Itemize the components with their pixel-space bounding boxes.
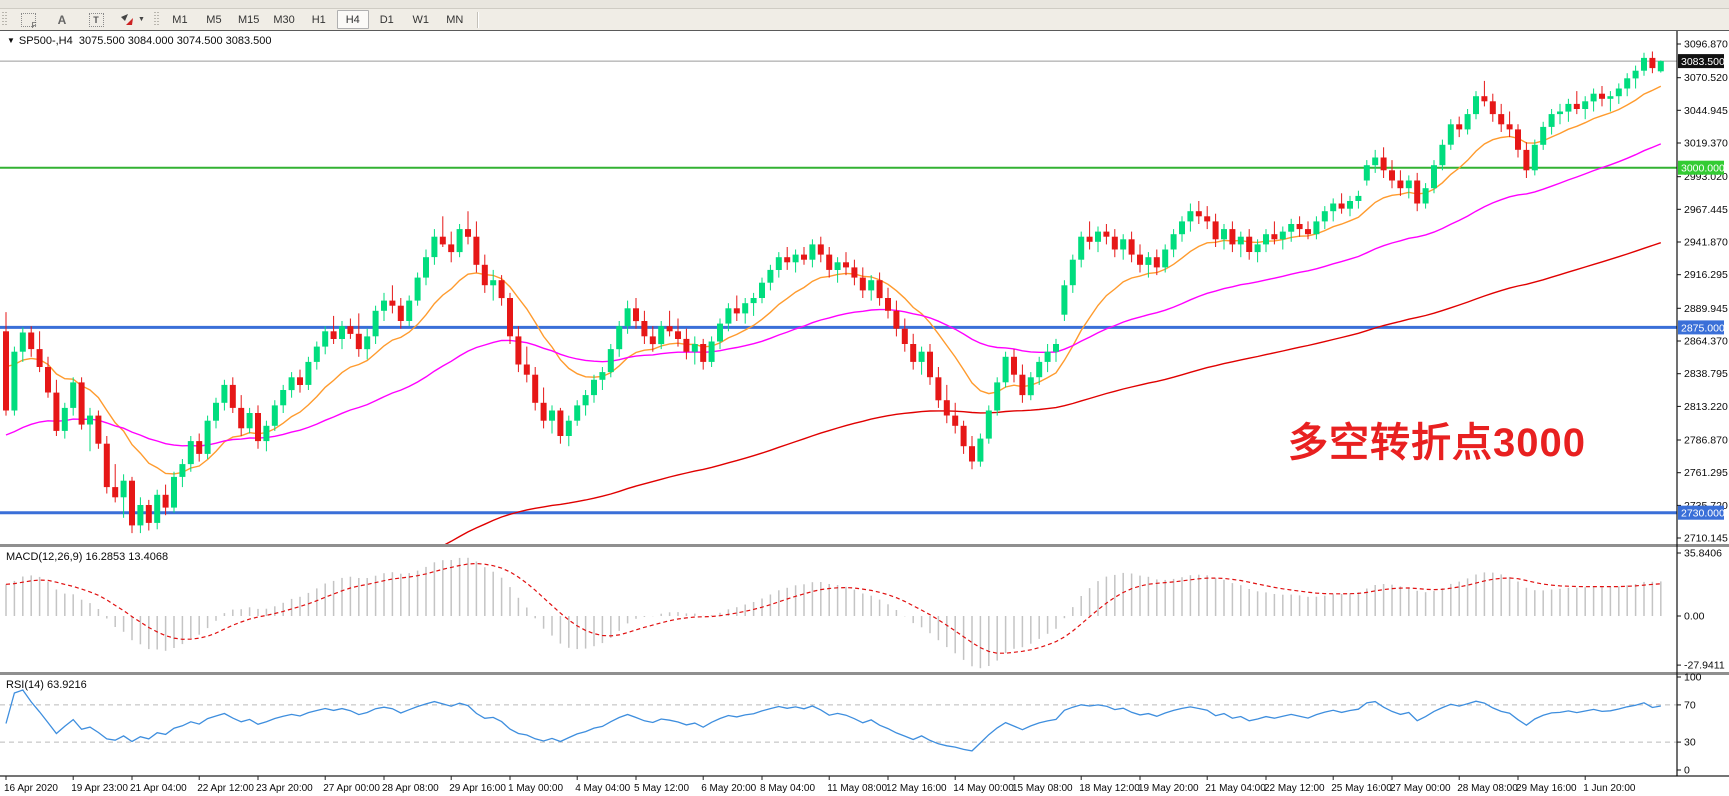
svg-text:100: 100 [1684,672,1702,684]
cropped-upper-toolbar [0,0,1729,9]
svg-text:2875.000: 2875.000 [1681,322,1725,334]
chart-menu-caret-icon[interactable]: ▼ [7,36,15,45]
svg-text:15 May 08:00: 15 May 08:00 [1012,783,1073,794]
svg-text:18 May 12:00: 18 May 12:00 [1079,783,1140,794]
macd-indicator-label: MACD(12,26,9) 16.2853 13.4068 [6,551,169,563]
svg-text:3019.370: 3019.370 [1684,138,1728,150]
svg-text:35.8406: 35.8406 [1684,548,1722,560]
timeframe-button-h1[interactable]: H1 [311,13,326,26]
svg-text:4 May 04:00: 4 May 04:00 [575,783,630,794]
macd-pane[interactable] [5,557,1662,669]
svg-text:2730.000: 2730.000 [1681,508,1725,520]
svg-text:19 Apr 23:00: 19 Apr 23:00 [71,783,128,794]
timeframe-button-m30[interactable]: M30 [273,13,295,26]
svg-text:14 May 00:00: 14 May 00:00 [953,783,1014,794]
svg-text:1 May 00:00: 1 May 00:00 [508,783,563,794]
svg-text:21 May 04:00: 21 May 04:00 [1205,783,1266,794]
timeframe-button-group: M1 M5 M15 M30 H1 H4 D1 W1 MN [163,10,472,29]
svg-text:3083.500: 3083.500 [1681,56,1725,68]
chart-window[interactable]: 3096.870 3070.520 3044.945 3019.370 2993.020… [0,30,1729,796]
dropdown-caret-icon: ▼ [138,16,145,23]
toolbar-grip[interactable] [2,12,7,27]
svg-text:2761.295: 2761.295 [1684,467,1728,479]
svg-text:27 May 00:00: 27 May 00:00 [1390,783,1451,794]
svg-text:2889.945: 2889.945 [1684,303,1728,315]
toolbar-separator [476,11,478,28]
svg-text:2967.445: 2967.445 [1684,204,1728,216]
chart-svg[interactable]: 3096.8703070.5203044.9453019.3702993.020… [0,31,1729,796]
svg-text:19 May 20:00: 19 May 20:00 [1138,783,1199,794]
svg-text:3000.000: 3000.000 [1681,163,1725,175]
timeframe-button-m15[interactable]: M15 [237,13,260,26]
price-scale[interactable]: 3096.8703070.5203044.9453019.3702993.020… [1676,31,1728,777]
toolbar-grip-2[interactable] [153,12,159,27]
price-badge [1678,160,1724,175]
svg-text:21 Apr 04:00: 21 Apr 04:00 [130,783,187,794]
price-badge [1678,505,1724,520]
svg-text:22 May 12:00: 22 May 12:00 [1264,783,1325,794]
svg-text:0: 0 [1684,765,1690,777]
timeframe-button-h4[interactable]: H4 [336,10,369,29]
arrow-objects-button[interactable]: ▼ [114,10,151,29]
svg-text:2786.870: 2786.870 [1684,435,1728,447]
text-label-button[interactable]: A [46,10,78,29]
svg-text:5 May 12:00: 5 May 12:00 [634,783,689,794]
price-pane[interactable] [0,51,1677,751]
text-box-button[interactable]: T [80,10,112,29]
template-f-button[interactable]: F [12,10,44,30]
svg-text:6 May 20:00: 6 May 20:00 [701,783,756,794]
pane-divider[interactable] [0,544,1729,547]
chart-title-text: SP500-,H4 3075.500 3084.000 3074.500 308… [18,35,272,47]
pane-divider-2[interactable] [0,672,1729,675]
svg-text:2941.870: 2941.870 [1684,237,1728,249]
svg-text:1 Jun 20:00: 1 Jun 20:00 [1583,783,1636,794]
time-scale[interactable]: 16 Apr 2020 19 Apr 23:00 21 Apr 04:00 22 Ap… [4,776,1636,794]
svg-text:3044.945: 3044.945 [1684,105,1728,117]
timeframe-button-m1[interactable]: M1 [172,13,188,26]
svg-text:28 May 08:00: 28 May 08:00 [1457,783,1518,794]
svg-text:28 Apr 08:00: 28 Apr 08:00 [382,783,439,794]
svg-text:25 May 16:00: 25 May 16:00 [1331,783,1392,794]
svg-text:2864.370: 2864.370 [1684,336,1728,348]
text-box-icon: T [88,12,104,27]
timeframe-button-m5[interactable]: M5 [206,13,222,26]
svg-text:3096.870: 3096.870 [1684,39,1728,51]
svg-text:-27.9411: -27.9411 [1684,660,1725,672]
template-f-icon: F [20,12,37,30]
timeframe-button-d1[interactable]: D1 [379,13,394,26]
svg-text:3070.520: 3070.520 [1684,72,1728,84]
svg-text:30: 30 [1684,737,1696,749]
arrow-objects-icon [121,14,133,25]
chart-canvas[interactable]: 3096.870 3070.520 3044.945 3019.370 2993.020… [0,31,1729,796]
svg-text:8 May 04:00: 8 May 04:00 [760,783,815,794]
timeframe-button-w1[interactable]: W1 [412,13,430,26]
text-label-icon: A [57,12,67,27]
svg-text:2916.295: 2916.295 [1684,269,1728,281]
price-badge [1678,54,1724,69]
chart-title: ▼ SP500-,H4 3075.500 3084.000 3074.500 30… [7,35,272,47]
svg-text:22 Apr 12:00: 22 Apr 12:00 [197,783,254,794]
svg-text:2813.220: 2813.220 [1684,401,1728,413]
svg-text:11 May 08:00: 11 May 08:00 [827,783,887,794]
svg-text:70: 70 [1684,699,1696,711]
svg-text:16 Apr 2020: 16 Apr 2020 [4,783,58,794]
rsi-pane[interactable] [0,689,1677,752]
chart-text-annotation: 多空转折点3000 [1288,421,1586,465]
svg-text:29 May 16:00: 29 May 16:00 [1516,783,1577,794]
svg-text:27 Apr 00:00: 27 Apr 00:00 [323,783,380,794]
svg-text:29 Apr 16:00: 29 Apr 16:00 [449,783,506,794]
svg-text:2838.795: 2838.795 [1684,368,1728,380]
svg-text:0.00: 0.00 [1684,611,1705,623]
rsi-indicator-label: RSI(14) 63.9216 [6,679,87,691]
svg-text:2710.145: 2710.145 [1684,533,1728,545]
svg-text:12 May 16:00: 12 May 16:00 [886,783,947,794]
charts-toolbar: F A T ▼ M1 M5 M15 M30 H1 H4 D1 W1 MN [0,9,1729,31]
timeframe-button-mn[interactable]: MN [446,13,464,26]
svg-text:23 Apr 20:00: 23 Apr 20:00 [256,783,313,794]
price-badge [1678,320,1724,335]
